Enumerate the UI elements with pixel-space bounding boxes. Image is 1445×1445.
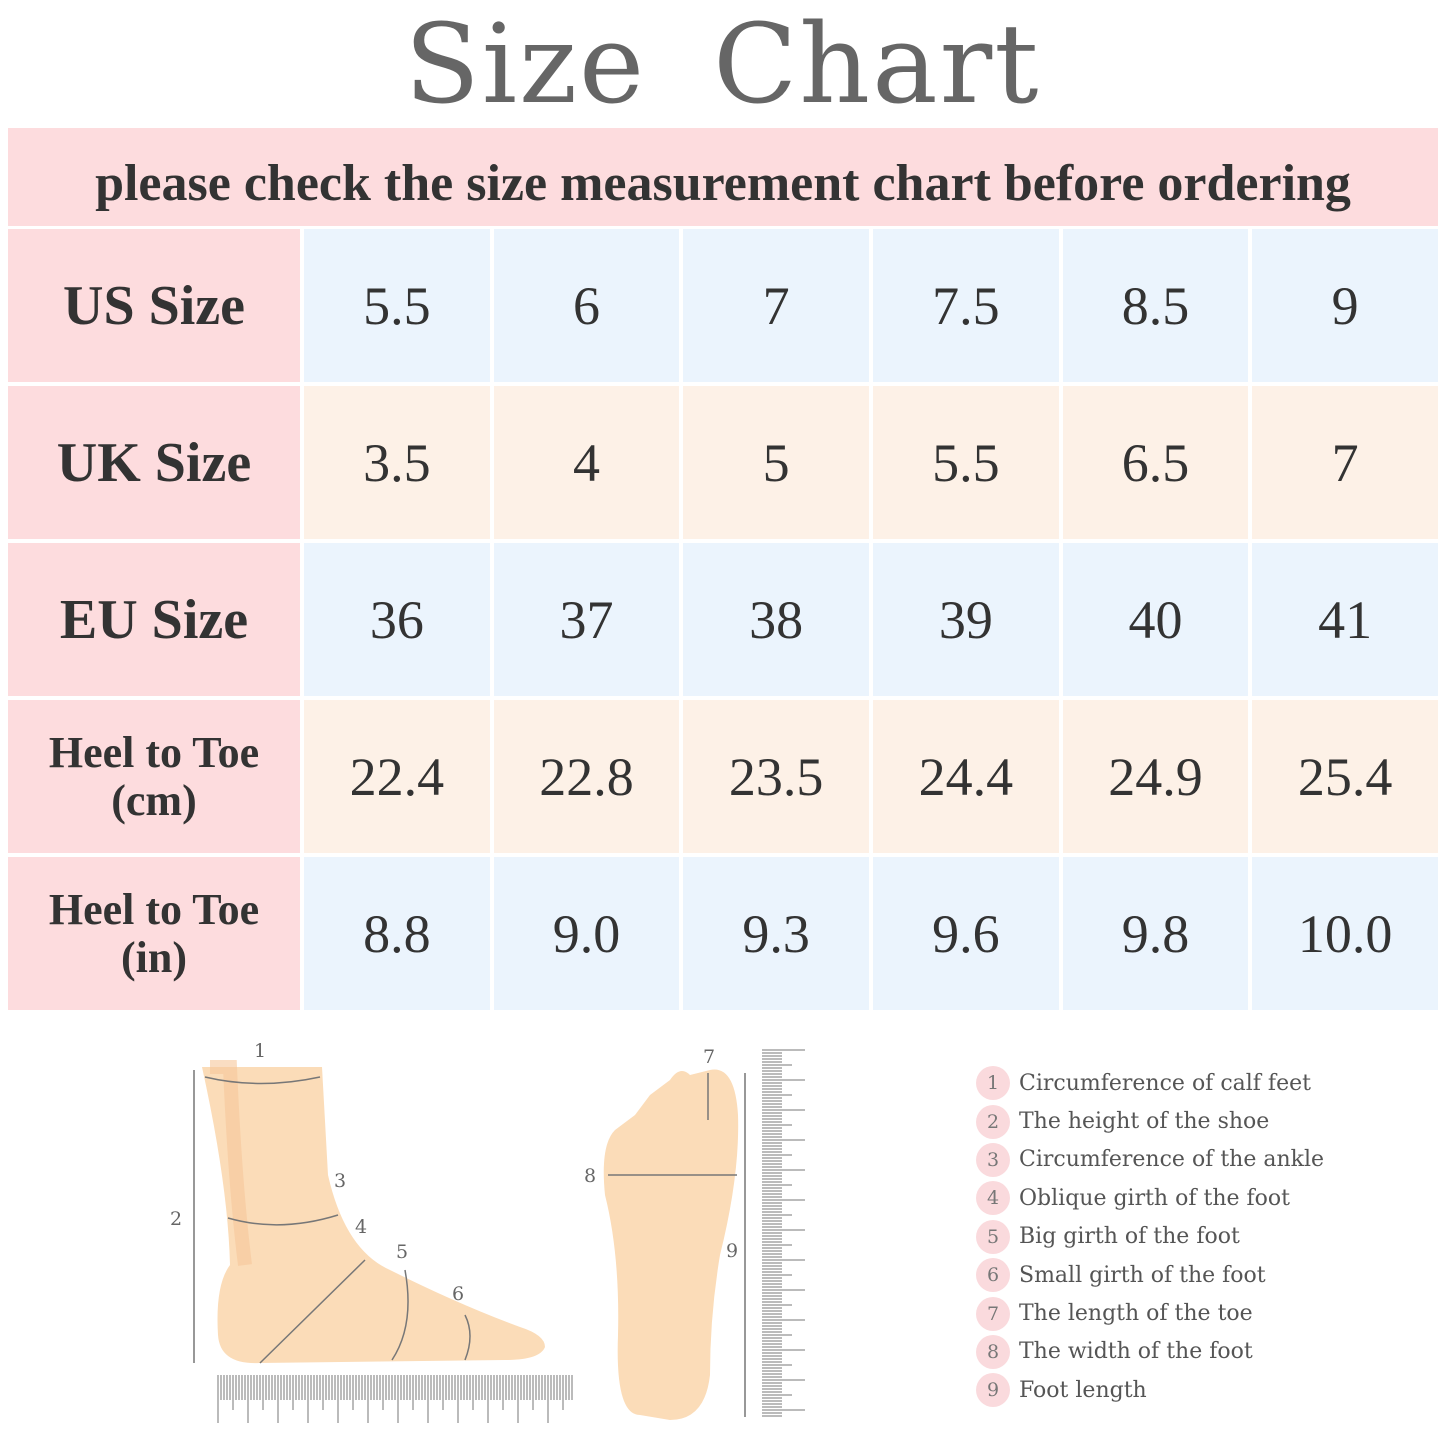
table-cell: 7 (683, 229, 869, 382)
table-cell: 7.5 (873, 229, 1059, 382)
table-cell: 6 (493, 229, 680, 382)
legend-item: 8 The width of the foot (976, 1333, 1324, 1371)
row-label: US Size (8, 229, 300, 382)
legend-number: 6 (976, 1258, 1010, 1293)
legend-item: 1 Circumference of calf feet (976, 1064, 1324, 1102)
legend-text: The length of the toe (1019, 1301, 1253, 1327)
legend-item: 5 Big girth of the foot (976, 1218, 1324, 1256)
legend-text: Oblique girth of the foot (1019, 1185, 1290, 1211)
legend-item: 4 Oblique girth of the foot (976, 1179, 1324, 1217)
diagram-label-7: 7 (703, 1046, 715, 1068)
legend-item: 7 The length of the toe (976, 1294, 1324, 1332)
legend-text: Small girth of the foot (1019, 1262, 1266, 1288)
legend-number: 5 (976, 1219, 1010, 1254)
diagram-label-5: 5 (396, 1241, 408, 1263)
legend-number: 4 (976, 1181, 1010, 1216)
legend-item: 9 Foot length (976, 1371, 1324, 1409)
page-title: Size Chart (404, 0, 1041, 128)
vertical-ruler (762, 1049, 805, 1417)
table-cell: 22.8 (493, 700, 680, 853)
diagram-label-2: 2 (170, 1208, 182, 1230)
table-cell: 41 (1252, 543, 1438, 696)
row-label-line: Heel to Toe (48, 884, 260, 934)
legend-text: Circumference of calf feet (1019, 1070, 1311, 1096)
diagram-label-1: 1 (254, 1040, 266, 1062)
table-cell: 10.0 (1252, 857, 1438, 1010)
table-cell: 9.6 (873, 857, 1059, 1010)
diagram-label-8: 8 (584, 1165, 596, 1187)
legend-item: 3 Circumference of the ankle (976, 1141, 1324, 1179)
table-cell: 9.8 (1062, 857, 1249, 1010)
legend-number: 3 (976, 1142, 1010, 1177)
side-foot-shape (202, 1067, 545, 1364)
table-cell: 4 (493, 386, 680, 539)
row-label: Heel to Toe (in) (8, 857, 300, 1010)
table-cell: 8.5 (1062, 229, 1249, 382)
diagram-label-4: 4 (355, 1216, 367, 1238)
diagram-label-9: 9 (726, 1240, 738, 1262)
table-cell: 9.0 (493, 857, 680, 1010)
legend-item: 6 Small girth of the foot (976, 1256, 1324, 1294)
legend-number: 2 (976, 1104, 1010, 1139)
diagram-label-3: 3 (334, 1170, 346, 1192)
row-label-unit: (cm) (111, 775, 197, 825)
legend-number: 7 (976, 1296, 1010, 1331)
table-cell: 39 (873, 543, 1059, 696)
table-cell: 24.4 (873, 700, 1059, 853)
legend-text: The width of the foot (1019, 1339, 1253, 1365)
table-cell: 9.3 (683, 857, 869, 1010)
legend-item: 2 The height of the shoe (976, 1102, 1324, 1140)
row-label-line: Heel to Toe (48, 727, 260, 777)
row-label: UK Size (8, 386, 300, 539)
sole-shape (603, 1069, 739, 1420)
sole-diagram: 7 8 9 (584, 1046, 805, 1420)
table-cell: 36 (304, 543, 490, 696)
table-cell: 25.4 (1252, 700, 1438, 853)
legend-number: 9 (976, 1373, 1010, 1408)
table-cell: 7 (1252, 386, 1438, 539)
row-label: EU Size (8, 543, 300, 696)
table-cell: 23.5 (683, 700, 869, 853)
table-cell: 6.5 (1062, 386, 1249, 539)
table-cell: 3.5 (304, 386, 490, 539)
legend-text: The height of the shoe (1019, 1109, 1270, 1135)
table-cell: 5.5 (304, 229, 490, 382)
legend-number: 1 (976, 1066, 1010, 1101)
horizontal-ruler (217, 1375, 573, 1423)
table-cell: 24.9 (1062, 700, 1249, 853)
table-cell: 5.5 (873, 386, 1059, 539)
table-cell: 38 (683, 543, 869, 696)
instruction-banner: please check the size measurement chart … (8, 128, 1438, 226)
measurement-legend: 1 Circumference of calf feet 2 The height o… (976, 1064, 1324, 1410)
table-cell: 9 (1252, 229, 1438, 382)
size-table: US Size 5.5 6 7 7.5 8.5 9 UK Size 3.5 4 5 5.5 6.5 7 EU… (8, 229, 1438, 1010)
row-label-unit: (in) (120, 932, 187, 982)
table-cell: 40 (1062, 543, 1249, 696)
legend-text: Big girth of the foot (1019, 1224, 1240, 1250)
legend-number: 8 (976, 1334, 1010, 1369)
table-cell: 37 (493, 543, 680, 696)
diagram-label-6: 6 (452, 1283, 464, 1305)
table-cell: 5 (683, 386, 869, 539)
table-cell: 22.4 (304, 700, 490, 853)
table-cell: 8.8 (304, 857, 490, 1010)
row-label: Heel to Toe (cm) (8, 700, 300, 853)
legend-text: Circumference of the ankle (1019, 1147, 1325, 1173)
side-foot-diagram: 1 2 3 4 5 6 (170, 1040, 573, 1423)
legend-text: Foot length (1019, 1377, 1147, 1403)
